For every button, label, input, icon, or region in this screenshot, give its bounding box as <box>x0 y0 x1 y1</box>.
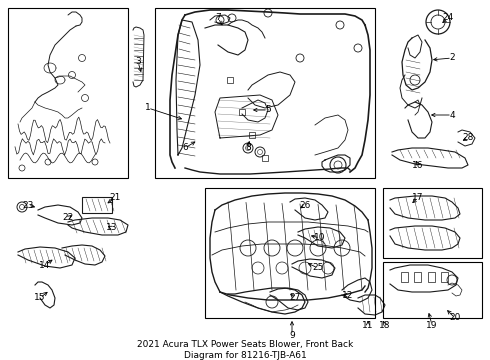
Text: 23: 23 <box>23 201 34 210</box>
Text: 8: 8 <box>245 144 251 153</box>
Text: 19: 19 <box>426 320 438 329</box>
Text: 22: 22 <box>62 213 74 222</box>
Text: 28: 28 <box>462 134 474 143</box>
Text: 2: 2 <box>449 54 455 63</box>
Bar <box>82 197 112 213</box>
Text: 7: 7 <box>215 13 221 22</box>
Text: 12: 12 <box>343 291 354 300</box>
Bar <box>262 155 268 161</box>
Bar <box>8 8 128 178</box>
Bar <box>383 262 482 318</box>
Text: 6: 6 <box>182 144 188 153</box>
Text: 4: 4 <box>449 111 455 120</box>
Bar <box>249 132 255 138</box>
Text: 10: 10 <box>314 234 326 243</box>
Text: 25: 25 <box>312 264 324 273</box>
Text: 15: 15 <box>34 293 46 302</box>
Text: 1: 1 <box>145 104 151 112</box>
Bar <box>414 272 421 282</box>
Text: 21: 21 <box>109 194 121 202</box>
Text: 26: 26 <box>299 201 311 210</box>
Bar <box>227 77 233 83</box>
Text: 20: 20 <box>449 314 461 323</box>
Text: 17: 17 <box>412 194 424 202</box>
Text: 3: 3 <box>135 58 141 67</box>
Bar <box>383 188 482 258</box>
Text: 11: 11 <box>362 320 374 329</box>
Text: 9: 9 <box>289 330 295 339</box>
Bar <box>441 272 448 282</box>
Text: 14: 14 <box>39 261 50 270</box>
Bar <box>428 272 435 282</box>
Bar <box>155 8 375 178</box>
Text: 18: 18 <box>379 320 391 329</box>
Bar <box>239 109 245 115</box>
Text: 13: 13 <box>106 224 118 233</box>
Text: 16: 16 <box>412 161 424 170</box>
Bar <box>205 188 375 318</box>
Bar <box>401 272 408 282</box>
Text: 2021 Acura TLX Power Seats Blower, Front Back
Diagram for 81216-TJB-A61: 2021 Acura TLX Power Seats Blower, Front… <box>137 340 353 360</box>
Text: 27: 27 <box>289 293 301 302</box>
Text: 5: 5 <box>265 105 271 114</box>
Text: 24: 24 <box>442 13 454 22</box>
